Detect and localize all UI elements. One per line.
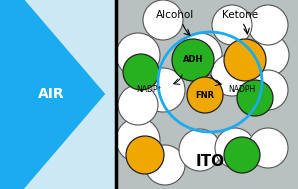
Circle shape — [215, 128, 255, 168]
Circle shape — [126, 136, 164, 174]
Text: NADPH: NADPH — [228, 85, 255, 94]
Text: ADH: ADH — [183, 56, 203, 64]
Text: AIR: AIR — [38, 87, 65, 101]
Circle shape — [123, 54, 159, 90]
Circle shape — [248, 70, 288, 110]
Text: Alcohol: Alcohol — [156, 10, 194, 20]
Circle shape — [224, 137, 260, 173]
Circle shape — [224, 39, 266, 81]
Circle shape — [179, 129, 221, 171]
Circle shape — [247, 34, 289, 76]
Circle shape — [116, 118, 160, 162]
Bar — [116, 0, 298, 189]
Circle shape — [248, 5, 288, 45]
Circle shape — [116, 33, 160, 77]
Circle shape — [248, 128, 288, 168]
Circle shape — [145, 145, 185, 185]
Circle shape — [141, 68, 185, 112]
Text: Ketone: Ketone — [222, 10, 258, 20]
Text: FNR: FNR — [195, 91, 215, 99]
Circle shape — [178, 33, 222, 77]
Circle shape — [118, 85, 158, 125]
Text: NADP⁺: NADP⁺ — [136, 85, 162, 94]
Circle shape — [212, 5, 252, 45]
Circle shape — [143, 0, 183, 40]
Circle shape — [211, 54, 253, 96]
Circle shape — [172, 39, 214, 81]
Circle shape — [237, 80, 273, 116]
Circle shape — [187, 77, 223, 113]
Text: ITO: ITO — [195, 154, 225, 170]
Bar — [0, 0, 116, 189]
